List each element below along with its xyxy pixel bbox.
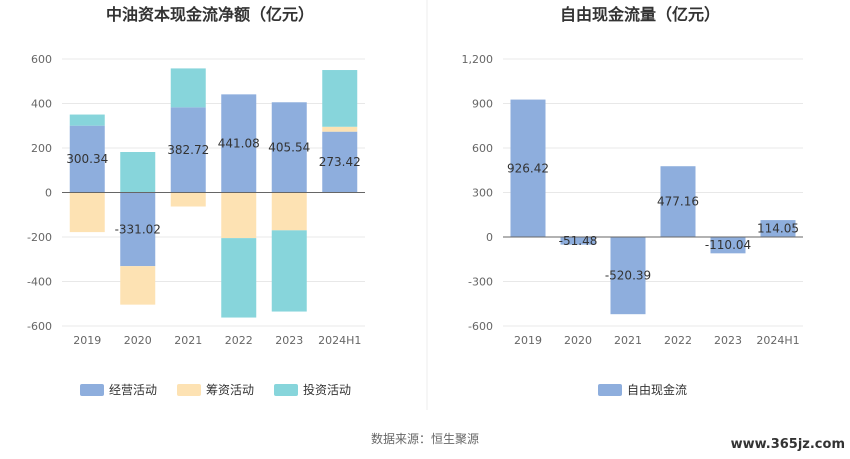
x-tick-label: 2019 [73, 334, 101, 347]
free-cashflow-chart: 自由现金流量（亿元） 1,200 900 600 300 0 -300 -600 2019 202… [462, 5, 803, 397]
bar-2024H1-筹资活动 [322, 126, 358, 132]
data-label: 926.42 [507, 161, 549, 175]
watermark: www.365jz.com [731, 437, 845, 452]
x-tick-label: 2024H1 [756, 334, 799, 347]
y-tick-label: -600 [468, 320, 493, 333]
data-label: -520.39 [605, 269, 651, 283]
x-tick-label: 2019 [514, 334, 542, 347]
x-tick-label: 2021 [174, 334, 202, 347]
y-tick-label: -200 [27, 231, 52, 244]
data-label: -51.48 [559, 234, 598, 248]
y-tick-label: 600 [31, 53, 52, 66]
bar-2022-投资活动 [221, 238, 257, 318]
x-tick-label: 2021 [614, 334, 642, 347]
data-label: 382.72 [167, 143, 209, 157]
bar-2020-经营活动 [120, 192, 156, 267]
legend-label: 投资活动 [303, 382, 351, 397]
y-tick-label: 900 [472, 98, 493, 111]
y-tick-label: 0 [486, 231, 493, 244]
y-tick-label: -400 [27, 276, 52, 289]
bar-2019-投资活动 [69, 114, 105, 126]
y-tick-label: 300 [472, 187, 493, 200]
data-label: 405.54 [268, 140, 310, 154]
legend-label: 筹资活动 [206, 383, 254, 397]
x-tick-label: 2020 [124, 334, 152, 347]
legend-label: 经营活动 [109, 383, 157, 397]
cashflow-net-chart: 中油资本现金流净额（亿元） 600 400 200 0 -200 -400 -600 2019 2… [27, 5, 365, 397]
data-label: 273.42 [319, 155, 361, 169]
x-tick-label: 2022 [225, 334, 253, 347]
bar-2020-自由现金流 [560, 237, 596, 245]
bar-2021-筹资活动 [170, 192, 206, 207]
y-tick-label: -300 [468, 276, 493, 289]
bar-2019-筹资活动 [69, 192, 105, 233]
bar-2023-经营活动 [271, 102, 307, 193]
y-tick-label: 0 [45, 187, 52, 200]
data-label: -110.04 [705, 238, 751, 252]
x-tick-label: 2023 [275, 334, 303, 347]
data-label: 114.05 [757, 222, 799, 236]
bar-2024H1-自由现金流 [760, 220, 796, 237]
legend-swatch [80, 384, 104, 396]
bar-2024H1-经营活动 [322, 131, 358, 193]
bar-2022-自由现金流 [660, 166, 696, 237]
data-label: -331.02 [115, 222, 161, 236]
bar-2019-经营活动 [69, 125, 105, 193]
bar-2023-筹资活动 [271, 192, 307, 231]
bar-2024H1-投资活动 [322, 70, 358, 127]
bar-2022-经营活动 [221, 94, 257, 193]
x-tick-label: 2022 [664, 334, 692, 347]
x-tick-label: 2023 [714, 334, 742, 347]
bar-2022-筹资活动 [221, 192, 257, 239]
bar-2023-投资活动 [271, 230, 307, 312]
bar-2020-筹资活动 [120, 266, 156, 305]
bar-2020-投资活动 [120, 152, 156, 193]
bar-2023-自由现金流 [710, 237, 746, 254]
bar-2021-自由现金流 [610, 237, 646, 315]
y-tick-label: -600 [27, 320, 52, 333]
x-tick-label: 2020 [564, 334, 592, 347]
bar-2019-自由现金流 [510, 99, 546, 238]
bar-2021-投资活动 [170, 68, 206, 108]
y-tick-label: 1,200 [462, 53, 494, 66]
x-tick-label: 2024H1 [318, 334, 361, 347]
y-tick-label: 200 [31, 142, 52, 155]
data-label: 300.34 [66, 152, 108, 166]
data-source: 数据来源：恒生聚源 [371, 431, 479, 446]
legend-swatch [598, 384, 622, 396]
y-tick-label: 400 [31, 98, 52, 111]
legend-swatch [274, 384, 298, 396]
data-label: 477.16 [657, 195, 699, 209]
chart-title: 中油资本现金流净额（亿元） [106, 5, 314, 24]
bar-2021-经营活动 [170, 107, 206, 193]
y-tick-label: 600 [472, 142, 493, 155]
legend-swatch [177, 384, 201, 396]
legend-label: 自由现金流 [627, 382, 687, 397]
chart-title: 自由现金流量（亿元） [560, 5, 720, 24]
data-label: 441.08 [218, 136, 260, 150]
